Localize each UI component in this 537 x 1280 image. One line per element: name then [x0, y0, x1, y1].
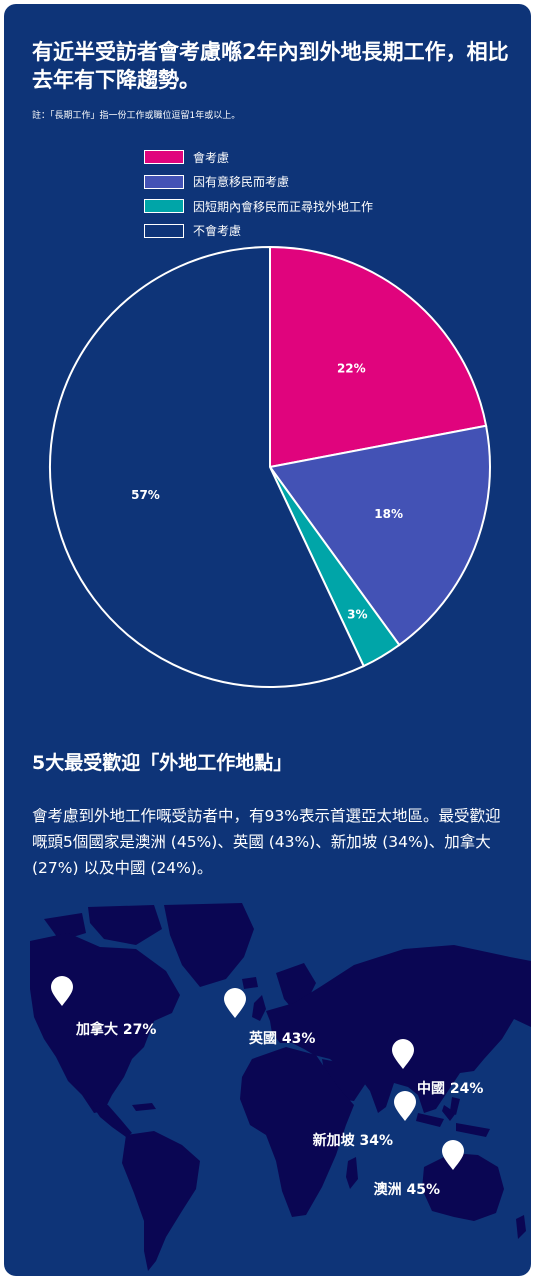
legend-swatch — [144, 199, 184, 214]
map-pin-label: 澳洲 45% — [374, 1181, 440, 1198]
map-pin-australia: 澳洲 45% — [374, 1140, 464, 1198]
map-pins: 加拿大 27% 英國 43% 中國 24% 新加坡 34% 澳洲 45% — [51, 976, 483, 1198]
map-pin-label: 新加坡 34% — [313, 1132, 393, 1149]
map-pin-icon — [394, 1091, 416, 1121]
pie-slice — [268, 424, 491, 647]
infographic-card: 有近半受訪者會考慮喺2年內到外地長期工作，相比去年有下降趨勢。 註：「長期工作」… — [4, 4, 531, 1276]
pie-slice — [269, 245, 488, 469]
section-title-overseas-work: 有近半受訪者會考慮喺2年內到外地長期工作，相比去年有下降趨勢。 — [32, 40, 509, 92]
pie-data-label: 22% — [337, 362, 366, 376]
map-pin-singapore: 新加坡 34% — [313, 1091, 416, 1149]
legend-label: 會考慮 — [193, 150, 230, 165]
map-pin-icon — [442, 1140, 464, 1170]
legend-swatch — [144, 223, 184, 238]
map-pin-canada: 加拿大 27% — [51, 976, 156, 1038]
legend-swatch — [144, 150, 184, 165]
destinations-paragraph: 會考慮到外地工作嘅受訪者中，有93%表示首選亞太地區。最受歡迎嘅頭5個國家是澳洲… — [32, 807, 501, 877]
section-title-top-destinations: 5大最受歡迎「外地工作地點」 — [32, 752, 293, 774]
world-map-land — [30, 903, 531, 1271]
map-pin-label: 加拿大 27% — [75, 1021, 156, 1038]
pie-data-label: 18% — [374, 507, 403, 521]
map-pin-uk: 英國 43% — [224, 988, 315, 1047]
legend-label: 不會考慮 — [193, 224, 242, 239]
map-pin-icon — [224, 988, 246, 1018]
pie-slice — [49, 245, 366, 688]
legend-item-emigration: 因有意移民而考慮 — [144, 170, 373, 195]
pie-chart: 22% 18% 3% 57% — [49, 245, 491, 688]
map-pin-label: 中國 24% — [417, 1080, 483, 1097]
legend-swatch — [144, 174, 184, 189]
map-pin-label: 英國 43% — [248, 1030, 315, 1047]
legend-item-consider: 會考慮 — [144, 145, 373, 170]
legend-label: 因有意移民而考慮 — [193, 175, 290, 190]
pie-data-label: 3% — [347, 608, 367, 622]
legend-item-not-consider: 不會考慮 — [144, 219, 373, 244]
legend-label: 因短期內會移民而正尋找外地工作 — [193, 199, 374, 214]
map-pin-icon — [51, 976, 73, 1006]
chart-legend: 會考慮 因有意移民而考慮 因短期內會移民而正尋找外地工作 不會考慮 — [144, 145, 373, 243]
world-map: 加拿大 27% 英國 43% 中國 24% 新加坡 34% 澳洲 45% — [30, 903, 531, 1271]
map-pin-china: 中國 24% — [392, 1039, 483, 1097]
footnote: 註：「長期工作」指一份工作或職位逗留1年或以上。 — [32, 111, 241, 121]
pie-data-label: 57% — [131, 488, 160, 502]
legend-item-job-search: 因短期內會移民而正尋找外地工作 — [144, 194, 373, 219]
map-pin-icon — [392, 1039, 414, 1069]
